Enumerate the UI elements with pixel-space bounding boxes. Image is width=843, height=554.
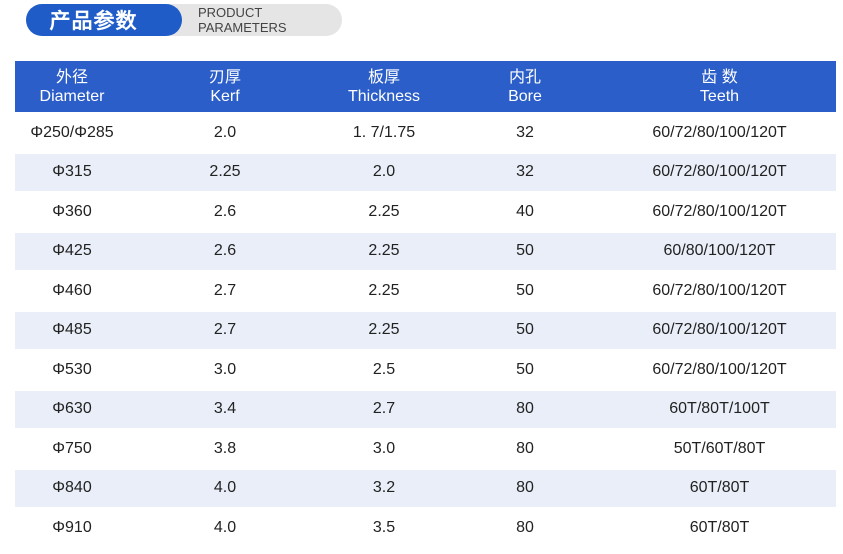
table-row: Φ630 3.4 2.7 80 60T/80T/100T [15,388,836,428]
cell-teeth: 60/72/80/100/120T [603,270,836,310]
cell-kerf: 3.0 [129,349,321,389]
cell-kerf: 2.6 [129,230,321,270]
table-body: Φ250/Φ285 2.0 1. 7/1.75 32 60/72/80/100/120T… [15,112,836,547]
column-header-en: Kerf [210,87,240,105]
cell-kerf: 3.8 [129,428,321,468]
column-header-bore: 内孔 Bore [447,61,603,112]
parameters-table: 外径 Diameter 刃厚 Kerf 板厚 Thickness 内孔 Bore 齿 数 Teet… [15,61,836,547]
column-header-thickness: 板厚 Thickness [321,61,447,112]
table-row: Φ360 2.6 2.25 40 60/72/80/100/120T [15,191,836,231]
column-header-en: Diameter [39,87,105,105]
cell-thickness: 2.5 [321,349,447,389]
table-row: Φ460 2.7 2.25 50 60/72/80/100/120T [15,270,836,310]
cell-kerf: 2.6 [129,191,321,231]
cell-kerf: 2.7 [129,309,321,349]
column-header-cn: 外径 [55,68,88,86]
cell-thickness: 3.2 [321,467,447,507]
cell-teeth: 60T/80T [603,467,836,507]
cell-thickness: 2.25 [321,309,447,349]
cell-teeth: 60/72/80/100/120T [603,151,836,191]
section-title-badge: 产品参数 PRODUCT PARAMETERS [26,4,342,36]
table-row: Φ250/Φ285 2.0 1. 7/1.75 32 60/72/80/100/120T [15,112,836,152]
cell-teeth: 60/72/80/100/120T [603,191,836,231]
table-row: Φ840 4.0 3.2 80 60T/80T [15,467,836,507]
cell-diameter: Φ840 [15,467,129,507]
cell-bore: 50 [447,270,603,310]
cell-kerf: 2.0 [129,112,321,152]
cell-bore: 80 [447,388,603,428]
table-row: Φ750 3.8 3.0 80 50T/60T/80T [15,428,836,468]
section-title-en: PRODUCT PARAMETERS [198,5,287,35]
cell-bore: 80 [447,428,603,468]
column-header-cn: 板厚 [367,68,400,86]
table-row: Φ315 2.25 2.0 32 60/72/80/100/120T [15,151,836,191]
cell-thickness: 1. 7/1.75 [321,112,447,152]
column-header-en: Teeth [699,87,740,105]
cell-diameter: Φ250/Φ285 [15,112,129,152]
cell-teeth: 60/72/80/100/120T [603,112,836,152]
table-header-row: 外径 Diameter 刃厚 Kerf 板厚 Thickness 内孔 Bore 齿 数 Teet… [15,61,836,112]
cell-kerf: 2.25 [129,151,321,191]
table-row: Φ485 2.7 2.25 50 60/72/80/100/120T [15,309,836,349]
cell-teeth: 60T/80T/100T [603,388,836,428]
column-header-cn: 内孔 [508,68,541,86]
cell-kerf: 4.0 [129,507,321,547]
cell-teeth: 60/72/80/100/120T [603,309,836,349]
cell-diameter: Φ530 [15,349,129,389]
cell-bore: 80 [447,467,603,507]
cell-kerf: 2.7 [129,270,321,310]
cell-thickness: 2.7 [321,388,447,428]
cell-bore: 50 [447,309,603,349]
cell-diameter: Φ750 [15,428,129,468]
section-title-cn: 产品参数 [26,4,161,36]
column-header-diameter: 外径 Diameter [15,61,129,112]
column-header-cn: 齿 数 [701,68,738,86]
column-header-en: Thickness [347,87,421,105]
cell-diameter: Φ910 [15,507,129,547]
cell-thickness: 2.25 [321,191,447,231]
cell-diameter: Φ630 [15,388,129,428]
cell-teeth: 60/80/100/120T [603,230,836,270]
cell-teeth: 60/72/80/100/120T [603,349,836,389]
cell-kerf: 3.4 [129,388,321,428]
cell-diameter: Φ360 [15,191,129,231]
cell-bore: 32 [447,112,603,152]
cell-diameter: Φ425 [15,230,129,270]
cell-diameter: Φ460 [15,270,129,310]
cell-teeth: 50T/60T/80T [603,428,836,468]
cell-thickness: 2.0 [321,151,447,191]
table-row: Φ530 3.0 2.5 50 60/72/80/100/120T [15,349,836,389]
cell-teeth: 60T/80T [603,507,836,547]
cell-thickness: 3.0 [321,428,447,468]
cell-kerf: 4.0 [129,467,321,507]
cell-bore: 50 [447,349,603,389]
cell-diameter: Φ485 [15,309,129,349]
column-header-en: Bore [508,87,542,105]
cell-bore: 50 [447,230,603,270]
cell-thickness: 2.25 [321,270,447,310]
cell-bore: 40 [447,191,603,231]
cell-thickness: 3.5 [321,507,447,547]
column-header-kerf: 刃厚 Kerf [129,61,321,112]
column-header-teeth: 齿 数 Teeth [603,61,836,112]
cell-bore: 32 [447,151,603,191]
table-row: Φ425 2.6 2.25 50 60/80/100/120T [15,230,836,270]
table-row: Φ910 4.0 3.5 80 60T/80T [15,507,836,547]
cell-diameter: Φ315 [15,151,129,191]
cell-bore: 80 [447,507,603,547]
column-header-cn: 刃厚 [208,68,241,86]
cell-thickness: 2.25 [321,230,447,270]
